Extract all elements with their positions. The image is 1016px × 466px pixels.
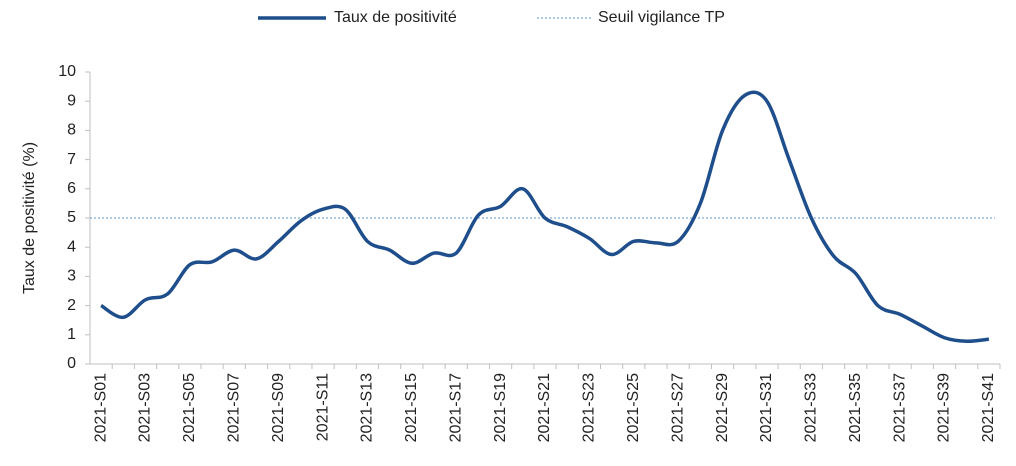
y-tick-label: 8 <box>67 122 76 139</box>
x-tick-label: 2021-S17 <box>447 373 464 442</box>
x-tick-label: 2021-S25 <box>625 373 642 442</box>
x-tick-label: 2021-S05 <box>181 373 198 442</box>
y-tick-label: 9 <box>67 92 76 109</box>
x-tick-label: 2021-S19 <box>492 373 509 442</box>
x-tick-label: 2021-S27 <box>669 373 686 442</box>
x-tick-label: 2021-S29 <box>714 373 731 442</box>
x-tick-label: 2021-S23 <box>581 373 598 442</box>
y-tick-label: 2 <box>67 297 76 314</box>
x-tick-label: 2021-S07 <box>225 373 242 442</box>
y-tick-label: 3 <box>67 268 76 285</box>
x-tick-label: 2021-S13 <box>359 373 376 442</box>
x-tick-label: 2021-S01 <box>92 373 109 442</box>
x-tick-label: 2021-S33 <box>803 373 820 442</box>
y-tick-label: 4 <box>67 238 76 255</box>
x-tick-label: 2021-S11 <box>314 373 331 441</box>
y-axis-label: Taux de positivité (%) <box>21 142 38 294</box>
y-tick-label: 1 <box>67 326 76 343</box>
y-tick-label: 7 <box>67 151 76 168</box>
y-tick-label: 0 <box>67 355 76 372</box>
x-tick-label: 2021-S03 <box>137 373 154 442</box>
y-tick-label: 10 <box>58 63 76 80</box>
x-tick-label: 2021-S39 <box>936 373 953 442</box>
legend-label: Seuil vigilance TP <box>598 9 725 26</box>
legend-label: Taux de positivité <box>334 9 457 26</box>
data-line <box>100 90 990 343</box>
x-tick-label: 2021-S41 <box>980 373 997 442</box>
x-tick-label: 2021-S15 <box>403 373 420 442</box>
y-tick-label: 6 <box>67 180 76 197</box>
x-tick-label: 2021-S35 <box>847 373 864 442</box>
y-tick-label: 5 <box>67 209 76 226</box>
x-tick-label: 2021-S37 <box>891 373 908 442</box>
x-tick-label: 2021-S09 <box>270 373 287 442</box>
x-tick-label: 2021-S31 <box>758 373 775 442</box>
x-tick-label: 2021-S21 <box>536 373 553 442</box>
